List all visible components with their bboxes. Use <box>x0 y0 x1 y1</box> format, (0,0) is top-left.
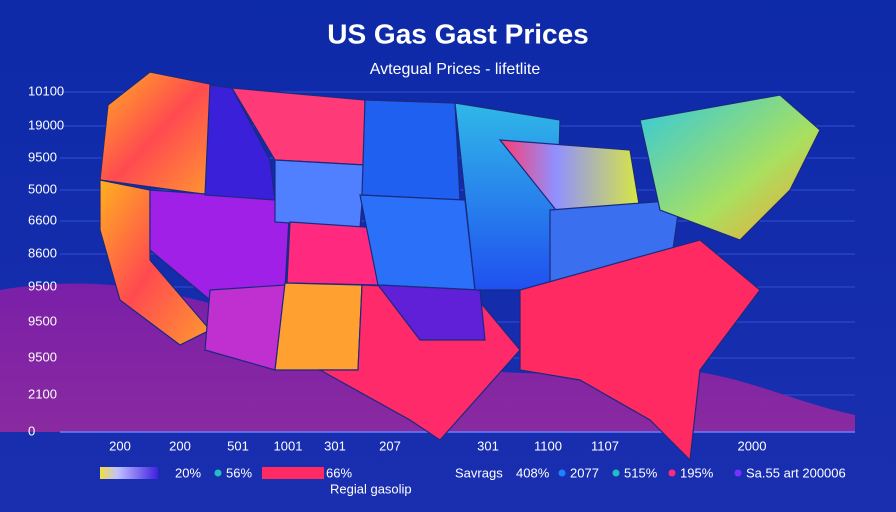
legend-dot <box>214 469 222 477</box>
legend: 20% 56% 66% Savrags 408% 2077 515% 195% Sa.55 ar… <box>100 465 846 480</box>
left-label: 8600 <box>28 245 57 260</box>
left-label: 9500 <box>28 313 57 328</box>
legend-label: 20% <box>175 465 201 480</box>
left-label: 6600 <box>28 212 57 227</box>
subtitle: Avtegual Prices - lifetlite <box>370 61 541 78</box>
bottom-label: 2000 <box>738 438 767 453</box>
left-label: 0 <box>28 423 35 438</box>
legend-label: 515% <box>624 465 658 480</box>
bottom-label: 501 <box>227 438 249 453</box>
legend-label: Sa.55 art 200006 <box>746 465 846 480</box>
left-label: 9500 <box>28 278 57 293</box>
legend-label: 56% <box>226 465 252 480</box>
bottom-label: 200 <box>169 438 191 453</box>
bottom-label: 301 <box>477 438 499 453</box>
bottom-label: 1100 <box>534 438 562 453</box>
legend-label: Savrags <box>455 465 503 480</box>
legend-label: 408% <box>516 465 550 480</box>
bottom-label: 1107 <box>591 438 619 453</box>
legend-swatch <box>100 467 158 479</box>
legend-caption: Regial gasolip <box>330 481 412 496</box>
left-label: 5000 <box>28 181 57 196</box>
legend-dot <box>558 469 566 477</box>
bottom-label: 200 <box>109 438 131 453</box>
left-label: 9500 <box>28 149 57 164</box>
bottom-label: 301 <box>324 438 346 453</box>
legend-label: 2077 <box>570 465 599 480</box>
legend-swatch <box>262 467 324 479</box>
bottom-labels: 200 200 501 1001 301 207 301 1100 1107 2000 <box>109 438 766 453</box>
legend-label: 66% <box>326 465 352 480</box>
legend-dot <box>612 469 620 477</box>
bottom-label: 1001 <box>274 438 303 453</box>
left-label: 9500 <box>28 349 57 364</box>
bottom-label: 207 <box>379 438 401 453</box>
legend-dot <box>734 469 742 477</box>
left-label: 2100 <box>28 386 57 401</box>
legend-dot <box>668 469 676 477</box>
us-map <box>99 71 821 462</box>
left-labels: 10100 19000 9500 5000 6600 8600 9500 9500 9500 21… <box>28 83 64 438</box>
legend-label: 195% <box>680 465 714 480</box>
left-label: 10100 <box>28 83 64 98</box>
left-label: 19000 <box>28 117 64 132</box>
title: US Gas Gast Prices <box>327 18 588 49</box>
